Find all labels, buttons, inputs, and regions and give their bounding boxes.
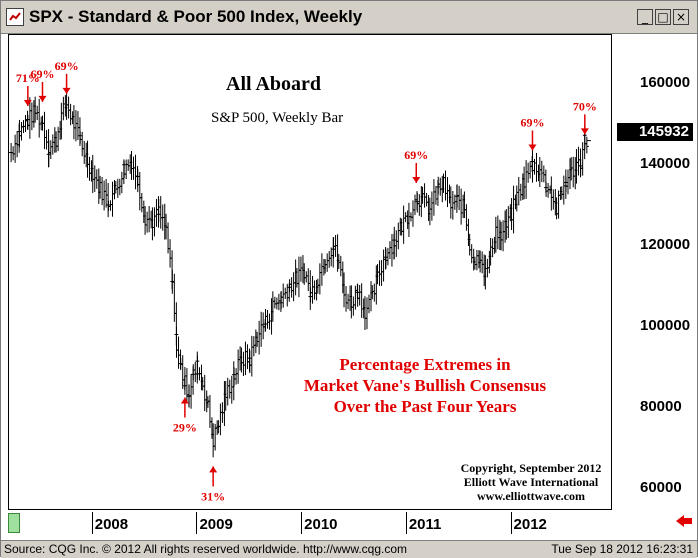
- callout-arrow-head: [209, 466, 218, 473]
- close-button[interactable]: ×: [673, 9, 689, 25]
- chart-app-icon: [6, 8, 24, 26]
- maximize-icon: □: [657, 10, 669, 24]
- scroll-thumb[interactable]: [8, 513, 20, 533]
- minimize-button[interactable]: _: [637, 9, 653, 25]
- current-price-tag: 145932: [617, 123, 693, 141]
- status-bar: Source: CQG Inc. © 2012 All rights reser…: [1, 540, 697, 558]
- chart-subheading: S&P 500, Weekly Bar: [211, 110, 344, 126]
- copyright-line-3: www.elliottwave.com: [477, 489, 585, 503]
- callout-label: 69%: [404, 148, 428, 162]
- scroll-left-arrow-icon[interactable]: [675, 514, 693, 528]
- callout-label: 69%: [520, 116, 544, 130]
- close-icon: ×: [675, 10, 687, 24]
- x-tick-separator: [196, 512, 198, 534]
- y-tick-label: 160000: [640, 73, 691, 91]
- title-bar[interactable]: SPX - Standard & Poor 500 Index, Weekly …: [1, 1, 697, 34]
- x-tick-separator: [91, 512, 93, 534]
- callout-label: 29%: [173, 421, 197, 435]
- status-source: Source: CQG Inc. © 2012 All rights reser…: [4, 542, 408, 556]
- callout-arrow-head: [62, 87, 71, 94]
- x-tick-label: 2011: [408, 516, 442, 533]
- callout-label: 71%: [16, 71, 40, 85]
- note-line-3: Over the Past Four Years: [333, 397, 517, 416]
- callout-arrow-head: [23, 99, 32, 106]
- x-tick-label: 2012: [513, 516, 547, 533]
- callout-label: 69%: [31, 67, 55, 81]
- y-tick-label: 80000: [640, 397, 682, 415]
- x-tick-separator: [405, 512, 407, 534]
- note-line-1: Percentage Extremes in: [339, 355, 511, 374]
- callout-arrow-head: [580, 128, 589, 135]
- x-axis-labels: 2008 2009 2010 2011 2012: [8, 512, 612, 538]
- copyright-line-1: Copyright, September 2012: [460, 461, 602, 475]
- x-tick-separator: [510, 512, 512, 534]
- y-tick-label: 100000: [640, 316, 691, 334]
- callout-label: 31%: [201, 489, 225, 503]
- chart-heading: All Aboard: [226, 73, 322, 95]
- status-datetime: Tue Sep 18 2012 16:23:31: [551, 542, 693, 556]
- y-tick-label: 140000: [640, 154, 691, 172]
- price-chart: 71%69%69%29%31%69%69%70%: [9, 59, 597, 503]
- x-tick-separator: [301, 512, 303, 534]
- chart-plot-area[interactable]: 71% 69% 69% 29% 31% 69% 69% 70% All Aboard S&P …: [8, 34, 612, 510]
- copyright-line-2: Elliott Wave International: [463, 475, 599, 489]
- callout-arrow-head: [180, 397, 189, 404]
- copyright-block: Copyright, September 2012 Elliott Wave I…: [441, 461, 621, 503]
- y-tick-label: 120000: [640, 235, 691, 253]
- maximize-button[interactable]: □: [655, 9, 671, 25]
- callout-label: 70%: [573, 99, 597, 113]
- callout-arrow-head: [412, 176, 421, 183]
- callout-label: 69%: [55, 59, 79, 73]
- note-line-2: Market Vane's Bullish Consensus: [303, 376, 547, 395]
- y-tick-label: 60000: [640, 478, 682, 496]
- x-tick-label: 2008: [94, 516, 129, 533]
- window-title: SPX - Standard & Poor 500 Index, Weekly: [29, 7, 363, 26]
- x-tick-label: 2010: [304, 516, 338, 533]
- market-vane-note: Percentage Extremes in Market Vane's Bul…: [294, 354, 556, 417]
- callout-arrow-head: [38, 95, 47, 102]
- callout-arrow-head: [528, 144, 537, 151]
- x-tick-label: 2009: [199, 516, 233, 533]
- minimize-icon: _: [642, 10, 648, 24]
